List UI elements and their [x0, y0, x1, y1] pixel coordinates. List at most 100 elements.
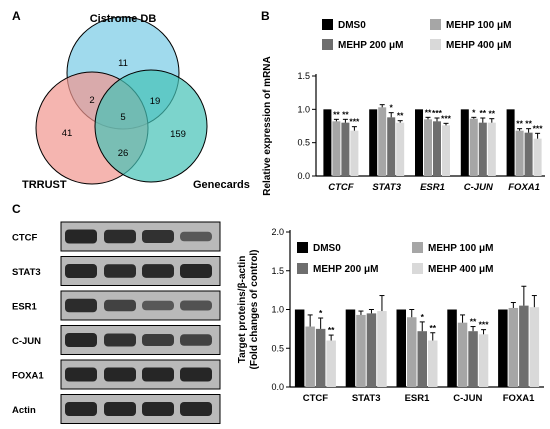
venn-count-trrust-only: 41: [62, 128, 73, 139]
blot-band: [180, 231, 212, 242]
blot-band: [180, 300, 212, 311]
blot-band: [142, 230, 174, 243]
bar-stat3-s0: [369, 109, 378, 176]
panel-label-a: A: [12, 9, 21, 23]
x-tick-label: CTCF: [303, 393, 329, 404]
y-axis-title: Relative expression of mRNA: [262, 56, 273, 196]
blot-band: [142, 402, 174, 416]
legend-swatch: [430, 19, 441, 30]
blot-band: [142, 367, 174, 382]
blot-label-c-jun: C-JUN: [12, 336, 41, 347]
bar-ctcf-s2: [315, 328, 326, 387]
blot-band: [65, 402, 97, 416]
bar-stat3-s3: [377, 311, 387, 387]
bar-c-jun-s1: [469, 118, 478, 176]
significance-mark: *: [421, 312, 425, 322]
y-axis-title-line2: (Fold changes of control): [249, 250, 260, 370]
bar-foxa1-s3: [529, 307, 540, 387]
legend-swatch: [412, 242, 423, 253]
significance-mark: **: [342, 109, 349, 119]
bar-stat3-s1: [356, 314, 366, 387]
blot-band: [65, 264, 97, 278]
bar-stat3-s3: [396, 122, 405, 176]
significance-mark: **: [328, 325, 335, 335]
blot-band: [142, 264, 174, 278]
blot-band: [104, 264, 136, 278]
blot-band: [180, 367, 212, 382]
bar-esr1-s2: [433, 121, 441, 176]
bar-foxa1-s0: [498, 309, 508, 387]
legend-label: DMS0: [313, 243, 341, 254]
y-axis-title-line1: Target proteins/β-actin: [237, 256, 248, 364]
legend-label: MEHP 400 μM: [446, 40, 511, 51]
bar-ctcf-s0: [294, 309, 305, 387]
bar-ctcf-s3: [326, 340, 336, 387]
significance-mark: ***: [479, 320, 490, 330]
bar-ctcf-s3: [350, 130, 359, 176]
bar-ctcf-s0: [323, 109, 332, 176]
venn-diagram: Cistrome DB TRRUST Genecards 11 2 19 5 4…: [22, 13, 250, 191]
venn-count-cistrome-trrust: 2: [89, 95, 94, 106]
x-tick-label: CTCF: [328, 182, 354, 193]
x-tick-label: C-JUN: [464, 182, 494, 193]
venn-count-genecards-only: 159: [170, 129, 186, 140]
significance-mark: *: [472, 107, 476, 117]
bar-stat3-s1: [378, 107, 387, 176]
venn-count-trrust-genecards: 26: [118, 148, 129, 159]
y-tick-label: 1.0: [297, 104, 310, 114]
chart-c-protein: 0.0 0.5 1.0 1.5 2.0 Target proteins/β-actin (F…: [237, 227, 544, 404]
x-tick-label: ESR1: [420, 182, 445, 193]
legend-swatch: [297, 242, 308, 253]
blot-label-foxa1: FOXA1: [12, 371, 44, 382]
blot-band: [104, 367, 136, 382]
y-tick-label: 1.5: [297, 71, 310, 81]
blot-band: [104, 229, 136, 244]
venn-label-trrust: TRRUST: [22, 179, 67, 191]
venn-label-cistrome: Cistrome DB: [90, 13, 157, 25]
venn-label-genecards: Genecards: [193, 179, 250, 191]
bar-esr1-s3: [442, 125, 450, 176]
bar-ctcf-s1: [332, 121, 341, 176]
legend-label: MEHP 100 μM: [428, 243, 493, 254]
blot-band: [104, 299, 136, 312]
chart-b-mrna: 0.0 0.5 1.0 1.5 Relative expression of mRNA *…: [262, 19, 545, 196]
legend-label: DMS0: [338, 20, 366, 31]
bar-foxa1-s1: [508, 307, 519, 387]
legend-swatch: [430, 39, 441, 50]
y-tick-label: 0.0: [271, 382, 284, 392]
significance-mark: **: [470, 317, 477, 327]
bar-esr1-s0: [415, 109, 423, 176]
blot-band: [180, 264, 212, 278]
blot-label-actin: Actin: [12, 405, 36, 416]
significance-mark: **: [429, 323, 436, 333]
venn-count-cistrome-only: 11: [118, 58, 128, 69]
blot-label-esr1: ESR1: [12, 302, 38, 313]
bar-c-jun-s2: [468, 331, 478, 387]
bar-foxa1-s1: [515, 130, 524, 176]
significance-mark: **: [333, 109, 340, 119]
bar-c-jun-s3: [487, 122, 496, 176]
significance-mark: ***: [432, 108, 443, 118]
blot-band: [180, 334, 212, 346]
blot-band: [104, 402, 136, 416]
bar-esr1-s1: [407, 317, 417, 387]
significance-mark: **: [488, 109, 495, 119]
bar-c-jun-s0: [447, 309, 457, 387]
y-tick-label: 2.0: [271, 227, 284, 237]
legend-swatch: [297, 263, 308, 274]
blot-band: [180, 402, 212, 416]
legend-label: MEHP 400 μM: [428, 264, 493, 275]
bar-esr1-s3: [428, 340, 438, 387]
significance-mark: **: [425, 107, 432, 117]
y-tick-label: 0.5: [271, 343, 284, 353]
y-tick-label: 1.0: [271, 305, 284, 315]
y-tick-label: 1.5: [271, 266, 284, 276]
venn-count-cistrome-genecards: 19: [150, 96, 161, 107]
bar-c-jun-s3: [478, 334, 489, 387]
bar-foxa1-s2: [524, 132, 533, 176]
bar-esr1-s0: [396, 309, 406, 387]
legend-swatch: [322, 19, 333, 30]
panel-label-b: B: [261, 9, 270, 23]
bar-stat3-s2: [387, 117, 396, 176]
